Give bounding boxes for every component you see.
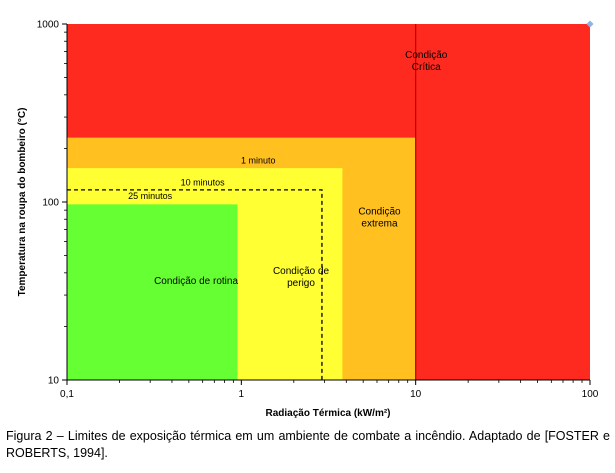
region-label-condicao-de-perigo-0: Condição de: [273, 266, 330, 277]
y-tick-label: 10: [48, 376, 60, 387]
x-tick-label: 1: [239, 389, 245, 400]
dashed-boundary-10-minutes: [67, 189, 323, 380]
time-label-10-minutos: 10 minutos: [181, 177, 226, 187]
thermal-exposure-chart: 0,1 1 10 100 10 100 1000 1 minuto 10 minutos 25 …: [17, 20, 599, 420]
region-label-condicao-de-rotina-0: Condição de rotina: [154, 276, 238, 287]
region-label-condicao-extrema-0: Condição: [358, 206, 401, 217]
y-axis-label: Temperatura na roupa do bombeiro (°C): [17, 108, 28, 297]
region-label-condicao-critica-1: Crítica: [412, 62, 441, 73]
x-axis-label: Radiação Térmica (kW/m²): [265, 408, 390, 419]
x-tick-label: 100: [582, 389, 599, 400]
x-tick-label: 10: [410, 389, 422, 400]
boundaries: [67, 24, 417, 380]
region-label-condicao-extrema-1: extrema: [361, 218, 398, 229]
region-label-condicao-de-perigo-1: perigo: [287, 278, 315, 289]
axes: 0,1 1 10 100 10 100 1000: [37, 20, 599, 401]
regions: [67, 24, 590, 380]
data-marker-0: [586, 20, 594, 28]
time-label-25-minutos: 25 minutos: [128, 191, 173, 201]
region-label-condicao-critica-0: Condição: [405, 50, 448, 61]
figure-caption: Figura 2 – Limites de exposição térmica …: [6, 429, 610, 460]
time-label-1-minuto: 1 minuto: [241, 155, 276, 165]
x-tick-label: 0,1: [60, 389, 74, 400]
y-tick-label: 100: [42, 198, 59, 209]
y-tick-label: 1000: [37, 20, 60, 31]
region-condicao-de-rotina: [67, 204, 238, 380]
